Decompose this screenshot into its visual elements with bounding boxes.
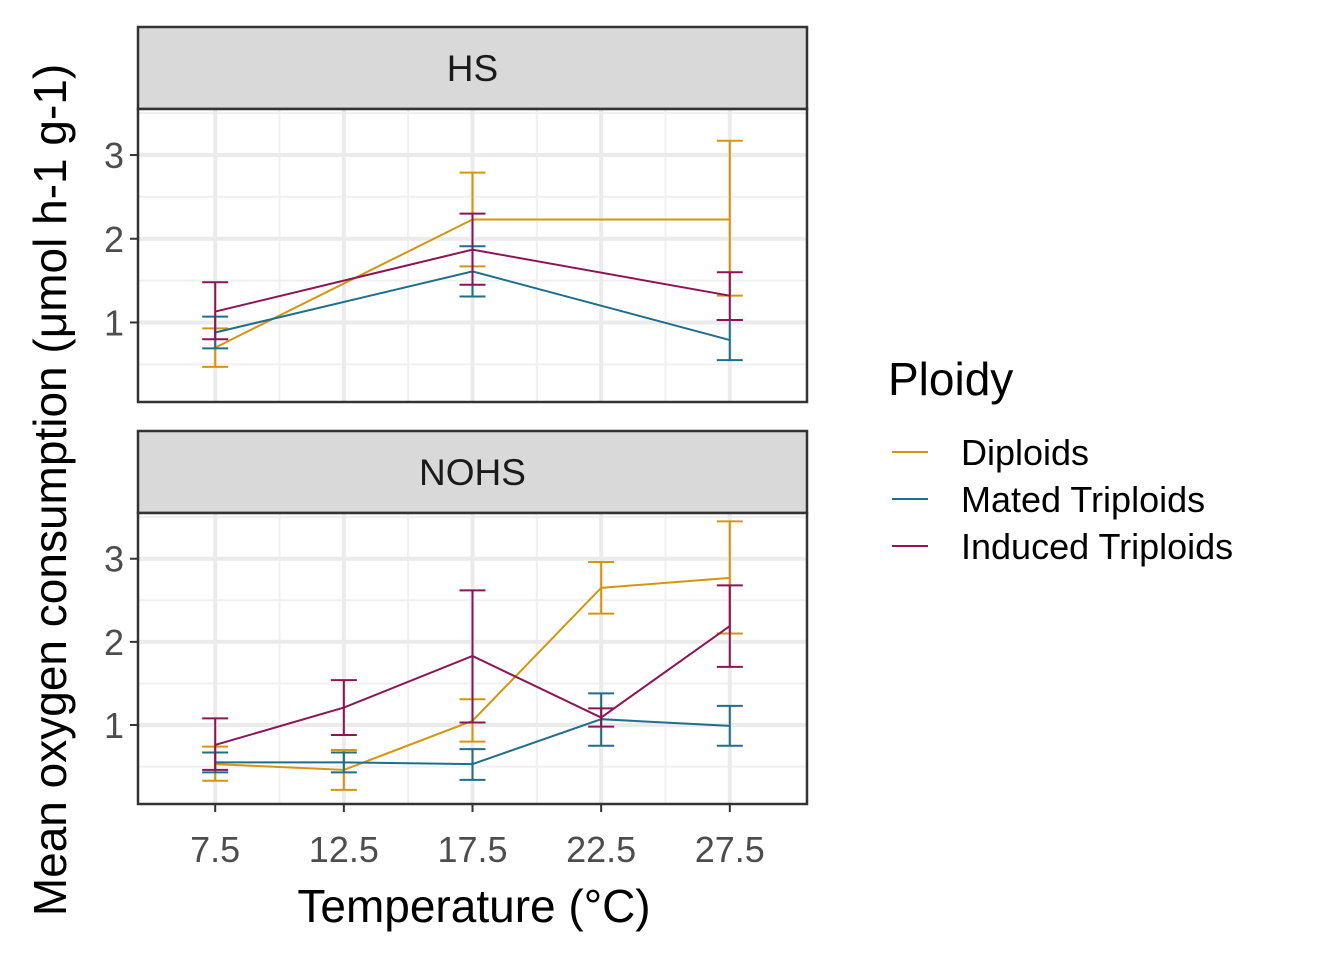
x-tick-label: 22.5 [566, 829, 636, 870]
y-axis-title: Mean oxygen consumption (μmol h-1 g-1) [24, 64, 76, 916]
x-tick-label: 12.5 [309, 829, 379, 870]
y-tick-label: 1 [104, 705, 124, 746]
series-line [214, 625, 731, 746]
series-line [214, 248, 730, 313]
series-induced-triploids [202, 584, 743, 771]
y-tick-label: 3 [104, 539, 124, 580]
strip-label: NOHS [419, 452, 526, 493]
y-tick-label: 1 [104, 302, 124, 343]
y-tick-label: 2 [104, 622, 124, 663]
series-line [215, 718, 730, 766]
x-tick-label: 7.5 [190, 829, 240, 870]
panels: HS 1 2 3 NOHS 1 2 3 [104, 25, 809, 806]
panel-border [136, 107, 809, 404]
y-tick-label: 3 [104, 135, 124, 176]
x-tick-label: 27.5 [695, 829, 765, 870]
x-tick-label: 17.5 [437, 829, 507, 870]
y-axis: 1 2 3 [104, 135, 138, 343]
legend-label: Diploids [961, 432, 1089, 473]
y-tick-label: 2 [104, 219, 124, 260]
panel-nohs: NOHS 1 2 3 [104, 429, 809, 806]
x-axis: 7.5 12.5 17.5 22.5 27.5 [190, 804, 765, 870]
legend-title: Ploidy [888, 353, 1013, 405]
y-axis: 1 2 3 [104, 539, 138, 746]
strip-background [136, 25, 809, 111]
panel-hs: HS 1 2 3 [104, 25, 809, 404]
strip-label: HS [447, 48, 498, 89]
legend-label: Induced Triploids [961, 526, 1233, 567]
legend-label: Mated Triploids [961, 479, 1205, 520]
strip-background [136, 429, 809, 515]
data-layer [202, 520, 743, 791]
x-axis-title: Temperature (°C) [297, 880, 650, 932]
series-induced-triploids [202, 212, 743, 341]
legend: Ploidy Diploids Mated Triploids Induced Tr… [888, 353, 1233, 567]
data-layer [202, 139, 743, 368]
